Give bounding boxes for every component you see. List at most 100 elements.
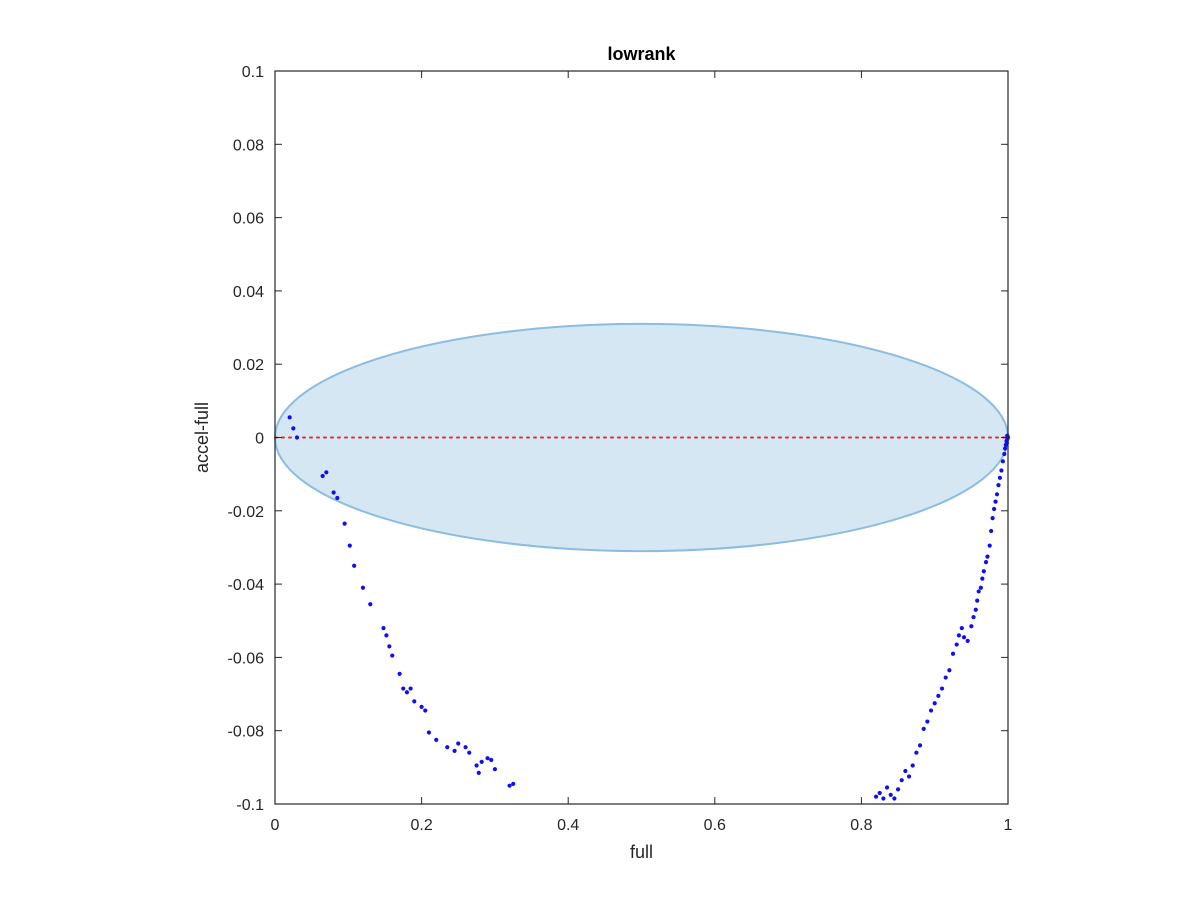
- data-point: [999, 468, 1004, 473]
- data-point: [906, 774, 912, 779]
- data-point: [873, 794, 879, 799]
- data-point: [956, 633, 961, 638]
- y-tick-label: -0.06: [228, 650, 265, 667]
- data-point: [456, 741, 461, 746]
- x-tick-label: 0.4: [557, 817, 579, 834]
- data-point: [903, 768, 908, 774]
- data-point: [397, 671, 402, 676]
- data-point: [925, 719, 930, 724]
- data-point: [381, 625, 386, 631]
- data-point: [950, 651, 956, 656]
- data-point: [474, 763, 479, 768]
- data-point: [954, 642, 959, 647]
- data-point: [360, 585, 366, 590]
- data-point: [983, 560, 989, 565]
- data-point: [980, 576, 985, 581]
- data-point: [973, 607, 978, 612]
- data-point: [976, 589, 981, 594]
- y-tick-label: 0.06: [233, 211, 264, 228]
- data-point: [947, 668, 952, 673]
- y-tick-label: -0.04: [228, 577, 265, 594]
- data-point: [452, 748, 457, 753]
- data-point: [899, 778, 904, 783]
- data-point: [989, 528, 994, 534]
- data-point: [401, 686, 406, 691]
- data-point: [445, 745, 450, 750]
- data-point: [489, 757, 494, 763]
- data-point: [335, 495, 340, 501]
- data-point: [993, 499, 998, 504]
- data-point: [990, 516, 995, 521]
- data-point: [352, 563, 357, 568]
- data-point: [463, 745, 468, 750]
- data-point: [921, 726, 926, 731]
- x-tick-label: 0.6: [704, 817, 726, 834]
- data-point: [943, 675, 948, 680]
- data-point: [423, 708, 428, 713]
- y-tick-label: 0.1: [242, 64, 264, 81]
- y-ticks-layer: -0.1 -0.08 -0.06 -0.04 -0.02 0 0.02 0.04 0.06 0.0…: [228, 64, 1008, 814]
- data-point: [404, 690, 410, 695]
- data-point: [961, 635, 967, 640]
- data-point: [914, 750, 919, 755]
- y-tick-label: -0.08: [228, 724, 265, 741]
- data-points-layer: [287, 415, 1011, 801]
- data-point: [387, 644, 392, 649]
- data-point: [291, 426, 296, 431]
- x-tick-label: 0.2: [410, 817, 432, 834]
- data-point: [511, 781, 516, 786]
- data-point: [965, 638, 970, 644]
- data-point: [936, 693, 941, 698]
- data-point: [895, 787, 901, 792]
- data-point: [1002, 451, 1007, 457]
- data-point: [287, 415, 292, 420]
- data-point: [467, 750, 472, 755]
- data-point: [987, 543, 992, 548]
- y-tick-label: 0.04: [233, 284, 264, 301]
- data-point: [294, 435, 300, 440]
- data-point: [368, 602, 373, 607]
- data-point: [994, 492, 1000, 497]
- data-point: [1002, 446, 1008, 451]
- data-point: [985, 554, 990, 559]
- data-point: [981, 569, 986, 574]
- data-point: [997, 475, 1003, 480]
- data-point: [412, 699, 417, 704]
- y-tick-label: 0.02: [233, 357, 264, 374]
- data-point: [959, 625, 964, 631]
- data-point: [476, 770, 481, 775]
- data-point: [996, 483, 1001, 488]
- data-point: [384, 633, 389, 638]
- data-point: [917, 743, 923, 748]
- x-tick-label: 0: [271, 817, 280, 834]
- data-point: [969, 624, 974, 629]
- data-point: [881, 796, 886, 801]
- y-tick-label: -0.02: [228, 504, 265, 521]
- data-point: [991, 506, 997, 512]
- data-point: [485, 756, 490, 761]
- data-point: [390, 653, 395, 658]
- data-point: [331, 490, 336, 495]
- data-point: [892, 796, 897, 801]
- data-point: [324, 470, 329, 475]
- data-point: [419, 704, 424, 709]
- data-point: [939, 686, 945, 691]
- data-point: [426, 730, 432, 735]
- data-point: [347, 543, 352, 548]
- data-point: [507, 783, 512, 788]
- data-point: [877, 790, 882, 796]
- data-point: [342, 521, 347, 526]
- x-axis-label: full: [630, 842, 653, 862]
- data-point: [978, 585, 983, 590]
- data-point: [884, 785, 890, 790]
- data-point: [434, 737, 439, 742]
- data-point: [479, 759, 484, 764]
- data-point: [492, 767, 497, 772]
- data-point: [1000, 459, 1005, 464]
- y-tick-label: -0.1: [236, 797, 264, 814]
- x-tick-label: 1: [1004, 817, 1013, 834]
- data-point: [320, 473, 325, 479]
- data-point: [910, 763, 915, 768]
- data-point: [975, 598, 980, 603]
